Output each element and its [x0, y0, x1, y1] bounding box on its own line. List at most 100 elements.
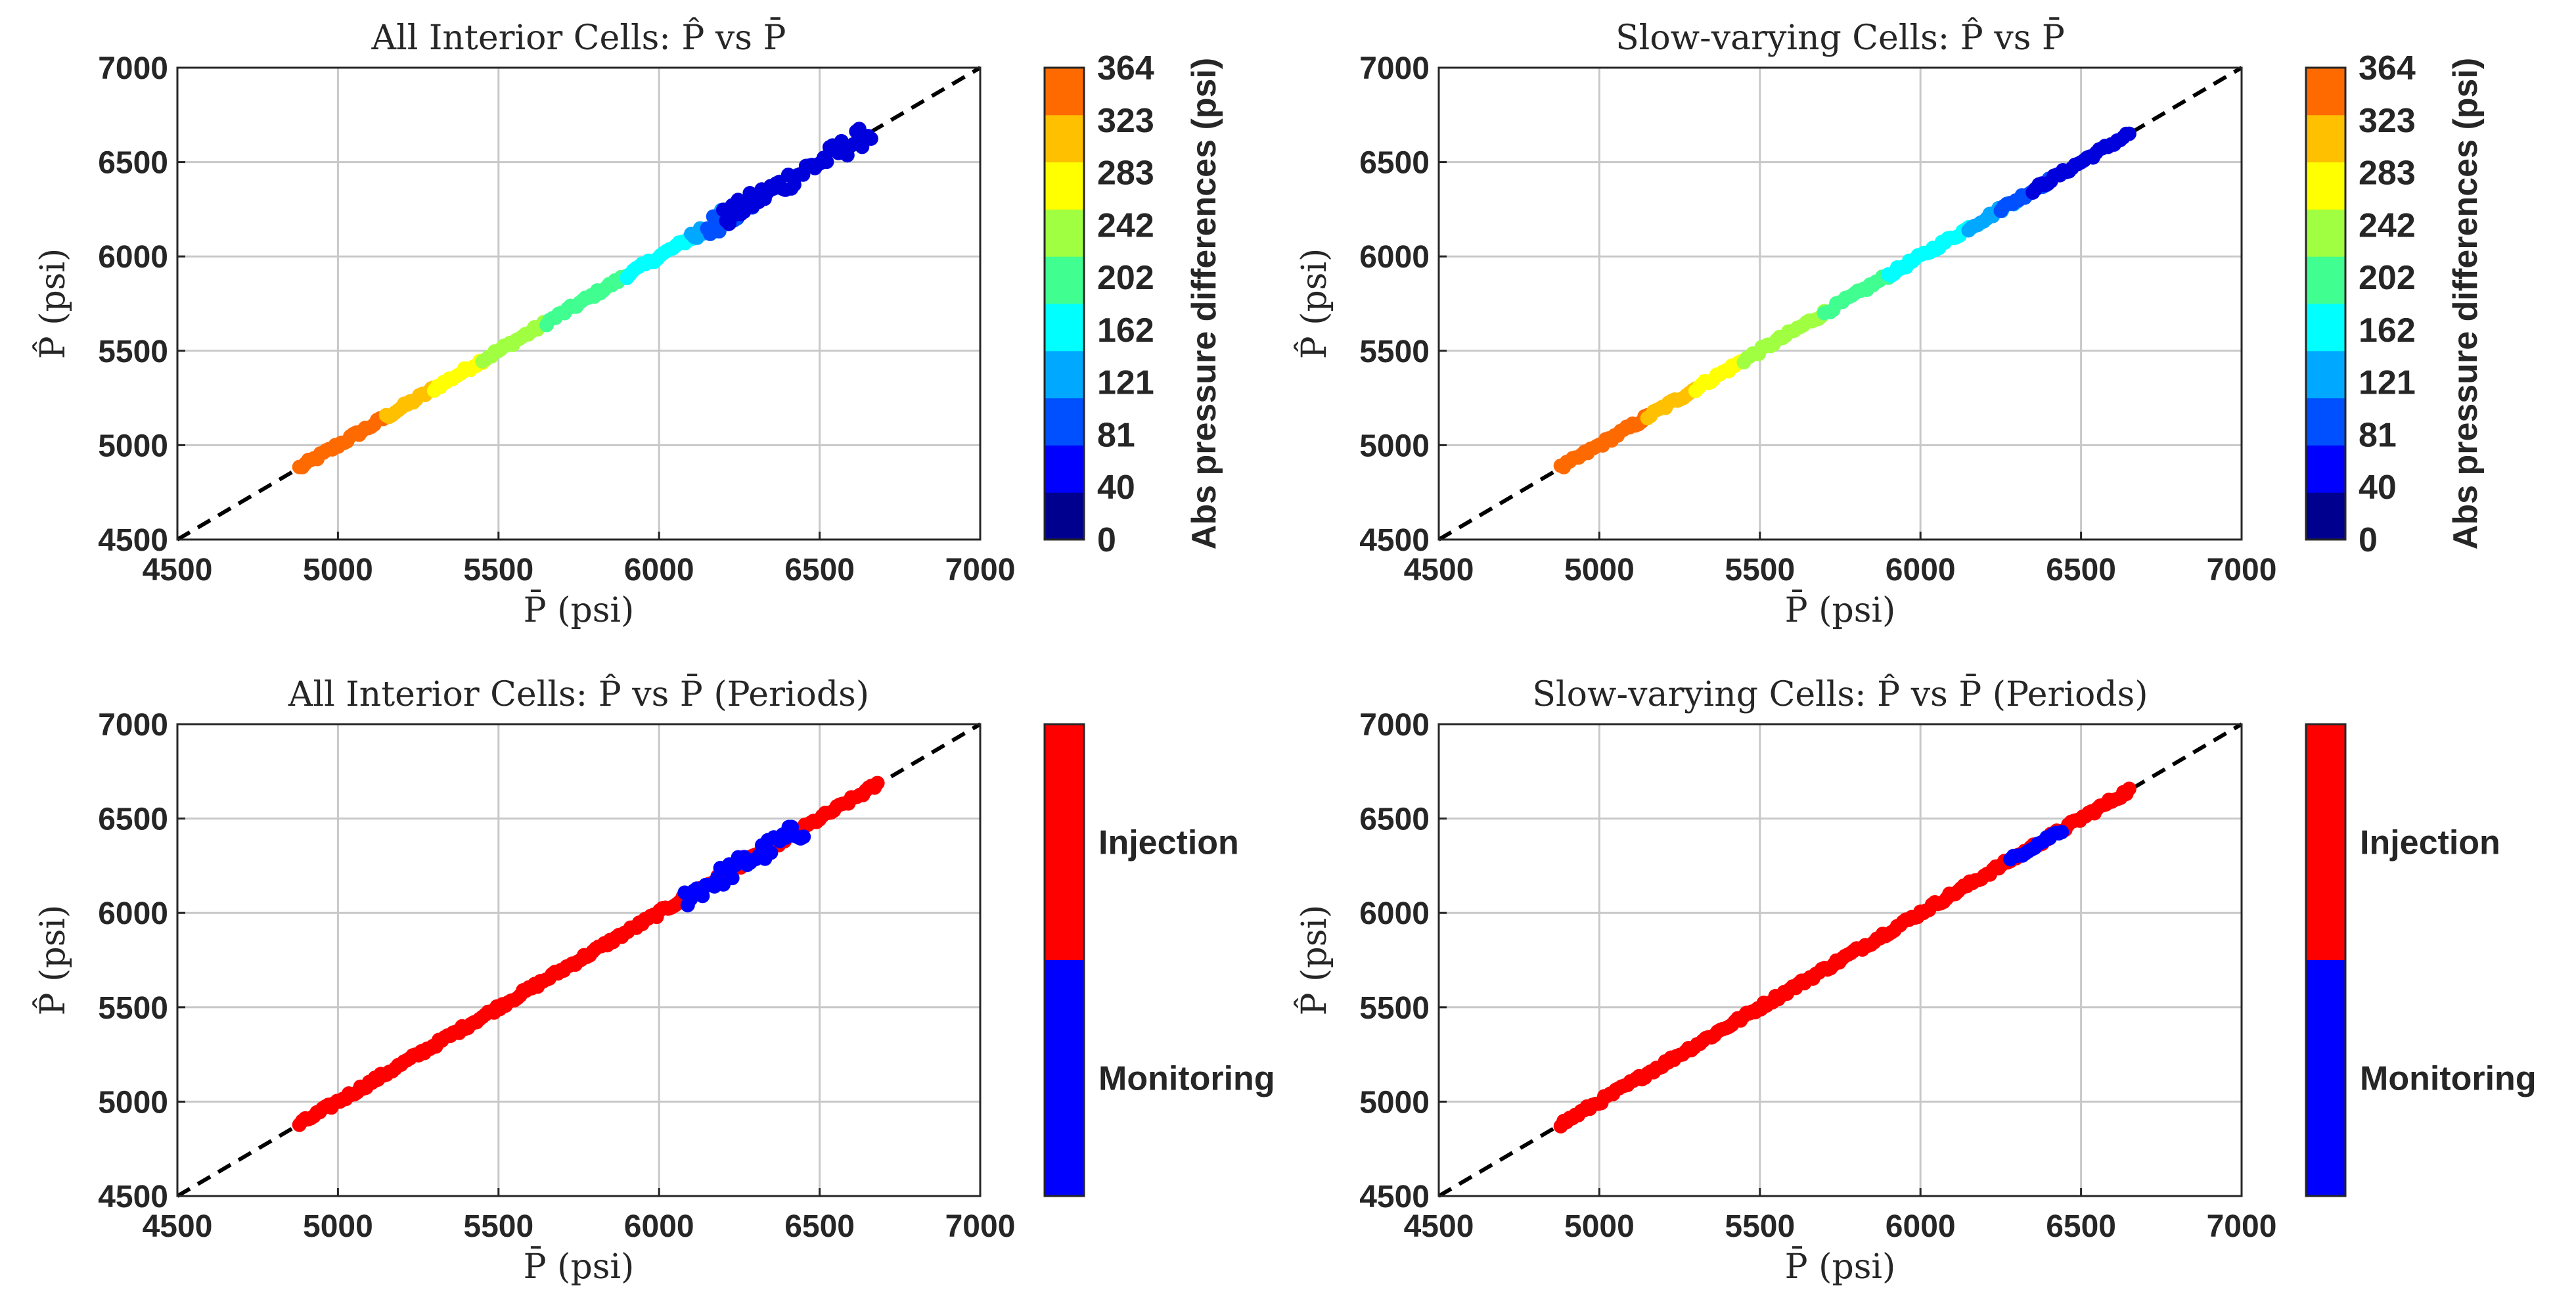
y-axis-label: P̂ (psi) — [1294, 905, 1334, 1016]
x-tick-label: 5000 — [303, 1209, 373, 1244]
x-tick-label: 6500 — [784, 553, 855, 587]
x-tick-label: 6000 — [1886, 1209, 1956, 1244]
y-tick-label: 7000 — [98, 51, 168, 86]
colorbar-border — [1043, 723, 1085, 1197]
scatter-point — [863, 131, 878, 146]
colorbar-segment — [1045, 304, 1084, 352]
colorbar-category-label: Monitoring — [2360, 1060, 2537, 1098]
y-tick-label: 6000 — [98, 240, 168, 275]
x-tick-label: 4500 — [1404, 1209, 1474, 1244]
chart-title: All Interior Cells: P̂ vs P̄ — [371, 18, 786, 58]
x-tick-label: 5000 — [303, 553, 373, 587]
x-tick-label: 5500 — [1725, 553, 1795, 587]
colorbar-segment — [1045, 398, 1084, 446]
x-tick-label: 7000 — [945, 1209, 1016, 1244]
scatter-point — [763, 845, 779, 860]
chart-panel-3: 4500 5000 5500 6000 6500 7000 4500 5000 5500 6000… — [33, 674, 1275, 1287]
colorbar-tick-label: 323 — [2359, 102, 2416, 140]
panels: 4500 5000 5500 6000 6500 7000 4500 5000 5500 6000… — [33, 18, 2537, 1287]
chart-title: All Interior Cells: P̂ vs P̄ (Periods) — [288, 674, 869, 714]
x-tick-label: 6000 — [624, 1209, 694, 1244]
colorbar-label: Abs pressure differences (psi) — [1185, 58, 1223, 549]
colorbar-tick-label: 121 — [2359, 364, 2416, 402]
y-tick-label: 5500 — [1359, 991, 1430, 1026]
colorbar-segment — [2306, 162, 2345, 210]
x-tick-label: 5000 — [1564, 1209, 1635, 1244]
colorbar-segment — [1045, 445, 1084, 493]
scatter-points — [292, 122, 878, 474]
scatter-point — [695, 888, 710, 904]
colorbar-border — [1043, 66, 1085, 541]
y-tick-label: 4500 — [1359, 523, 1430, 558]
x-tick-label: 6500 — [784, 1209, 855, 1244]
scatter-point — [725, 871, 740, 886]
x-tick-label: 5500 — [1725, 1209, 1795, 1244]
scatter-points — [1553, 781, 2136, 1134]
colorbar-tick-label: 162 — [2359, 311, 2416, 350]
scatter-point — [2121, 126, 2136, 141]
colorbar-tick-label: 40 — [1097, 469, 1135, 507]
x-axis-label: P̄ (psi) — [1785, 1247, 1896, 1287]
axes-box — [1437, 723, 2243, 1197]
y-axis-label: P̂ (psi) — [1294, 248, 1334, 359]
chart-title: Slow-varying Cells: P̂ vs P̄ (Periods) — [1532, 674, 2148, 714]
chart-panel-4: 4500 5000 5500 6000 6500 7000 4500 5000 5500 6000… — [1294, 674, 2537, 1287]
y-tick-label: 6000 — [1359, 240, 1430, 275]
colorbar-tick-label: 202 — [2359, 259, 2416, 297]
y-tick-label: 4500 — [1359, 1180, 1430, 1214]
scatter-point — [819, 154, 834, 170]
y-tick-label: 7000 — [98, 708, 168, 743]
scatter-points — [292, 775, 885, 1132]
colorbar-tick-label: 283 — [2359, 154, 2416, 193]
colorbar-tick-label: 242 — [2359, 206, 2416, 244]
colorbar-tick-label: 0 — [1097, 521, 1116, 559]
y-tick-label: 5500 — [98, 334, 168, 369]
colorbar-segment — [1045, 114, 1084, 163]
x-tick-label: 7000 — [2207, 1209, 2277, 1244]
colorbar-border — [2305, 723, 2347, 1197]
y-tick-label: 6000 — [1359, 896, 1430, 931]
colorbar-segment — [1045, 960, 1084, 1196]
colorbar-segment — [2306, 960, 2345, 1196]
colorbar-category-label: Injection — [1098, 824, 1239, 862]
scatter-points — [1553, 126, 2136, 474]
x-tick-label: 6000 — [1886, 553, 1956, 587]
chart-panel-2: 4500 5000 5500 6000 6500 7000 4500 5000 5500 6000… — [1294, 18, 2485, 630]
colorbar-segment — [2306, 350, 2345, 399]
colorbar-tick-label: 162 — [1097, 311, 1154, 350]
colorbar-segment — [1045, 68, 1084, 116]
colorbar-segment — [1045, 492, 1084, 540]
colorbar-tick-label: 0 — [2359, 521, 2378, 559]
y-tick-label: 6500 — [1359, 146, 1430, 181]
colorbar: 0 40 81 121 162 202 242 283 323 364 Abs pressure d… — [1043, 49, 1223, 559]
y-tick-label: 6500 — [98, 146, 168, 181]
axes-box — [176, 66, 982, 541]
colorbar-tick-label: 202 — [1097, 259, 1154, 297]
colorbar-segment — [2306, 724, 2345, 960]
colorbar-tick-label: 323 — [1097, 102, 1154, 140]
colorbar-segment — [2306, 492, 2345, 540]
colorbar-segment — [1045, 209, 1084, 257]
x-tick-label: 5500 — [463, 1209, 533, 1244]
y-tick-label: 5000 — [1359, 1085, 1430, 1120]
colorbar-tick-label: 242 — [1097, 206, 1154, 244]
colorbar-segment — [1045, 162, 1084, 210]
x-tick-label: 7000 — [945, 553, 1016, 587]
colorbar-tick-label: 81 — [1097, 416, 1135, 454]
x-tick-label: 5000 — [1564, 553, 1635, 587]
x-tick-label: 4500 — [1404, 553, 1474, 587]
x-axis-label: P̄ (psi) — [1785, 590, 1896, 630]
scatter-point — [2121, 781, 2136, 796]
y-tick-label: 4500 — [98, 523, 168, 558]
colorbar-segment — [2306, 445, 2345, 493]
colorbar: Injection Monitoring — [1043, 723, 1275, 1197]
colorbar-tick-label: 121 — [1097, 364, 1154, 402]
colorbar-segment — [2306, 304, 2345, 352]
colorbar-segment — [2306, 114, 2345, 163]
x-tick-label: 5500 — [463, 553, 533, 587]
y-axis-label: P̂ (psi) — [33, 248, 73, 359]
y-tick-label: 6500 — [98, 802, 168, 837]
y-tick-label: 5500 — [98, 991, 168, 1026]
colorbar: Injection Monitoring — [2305, 723, 2537, 1197]
